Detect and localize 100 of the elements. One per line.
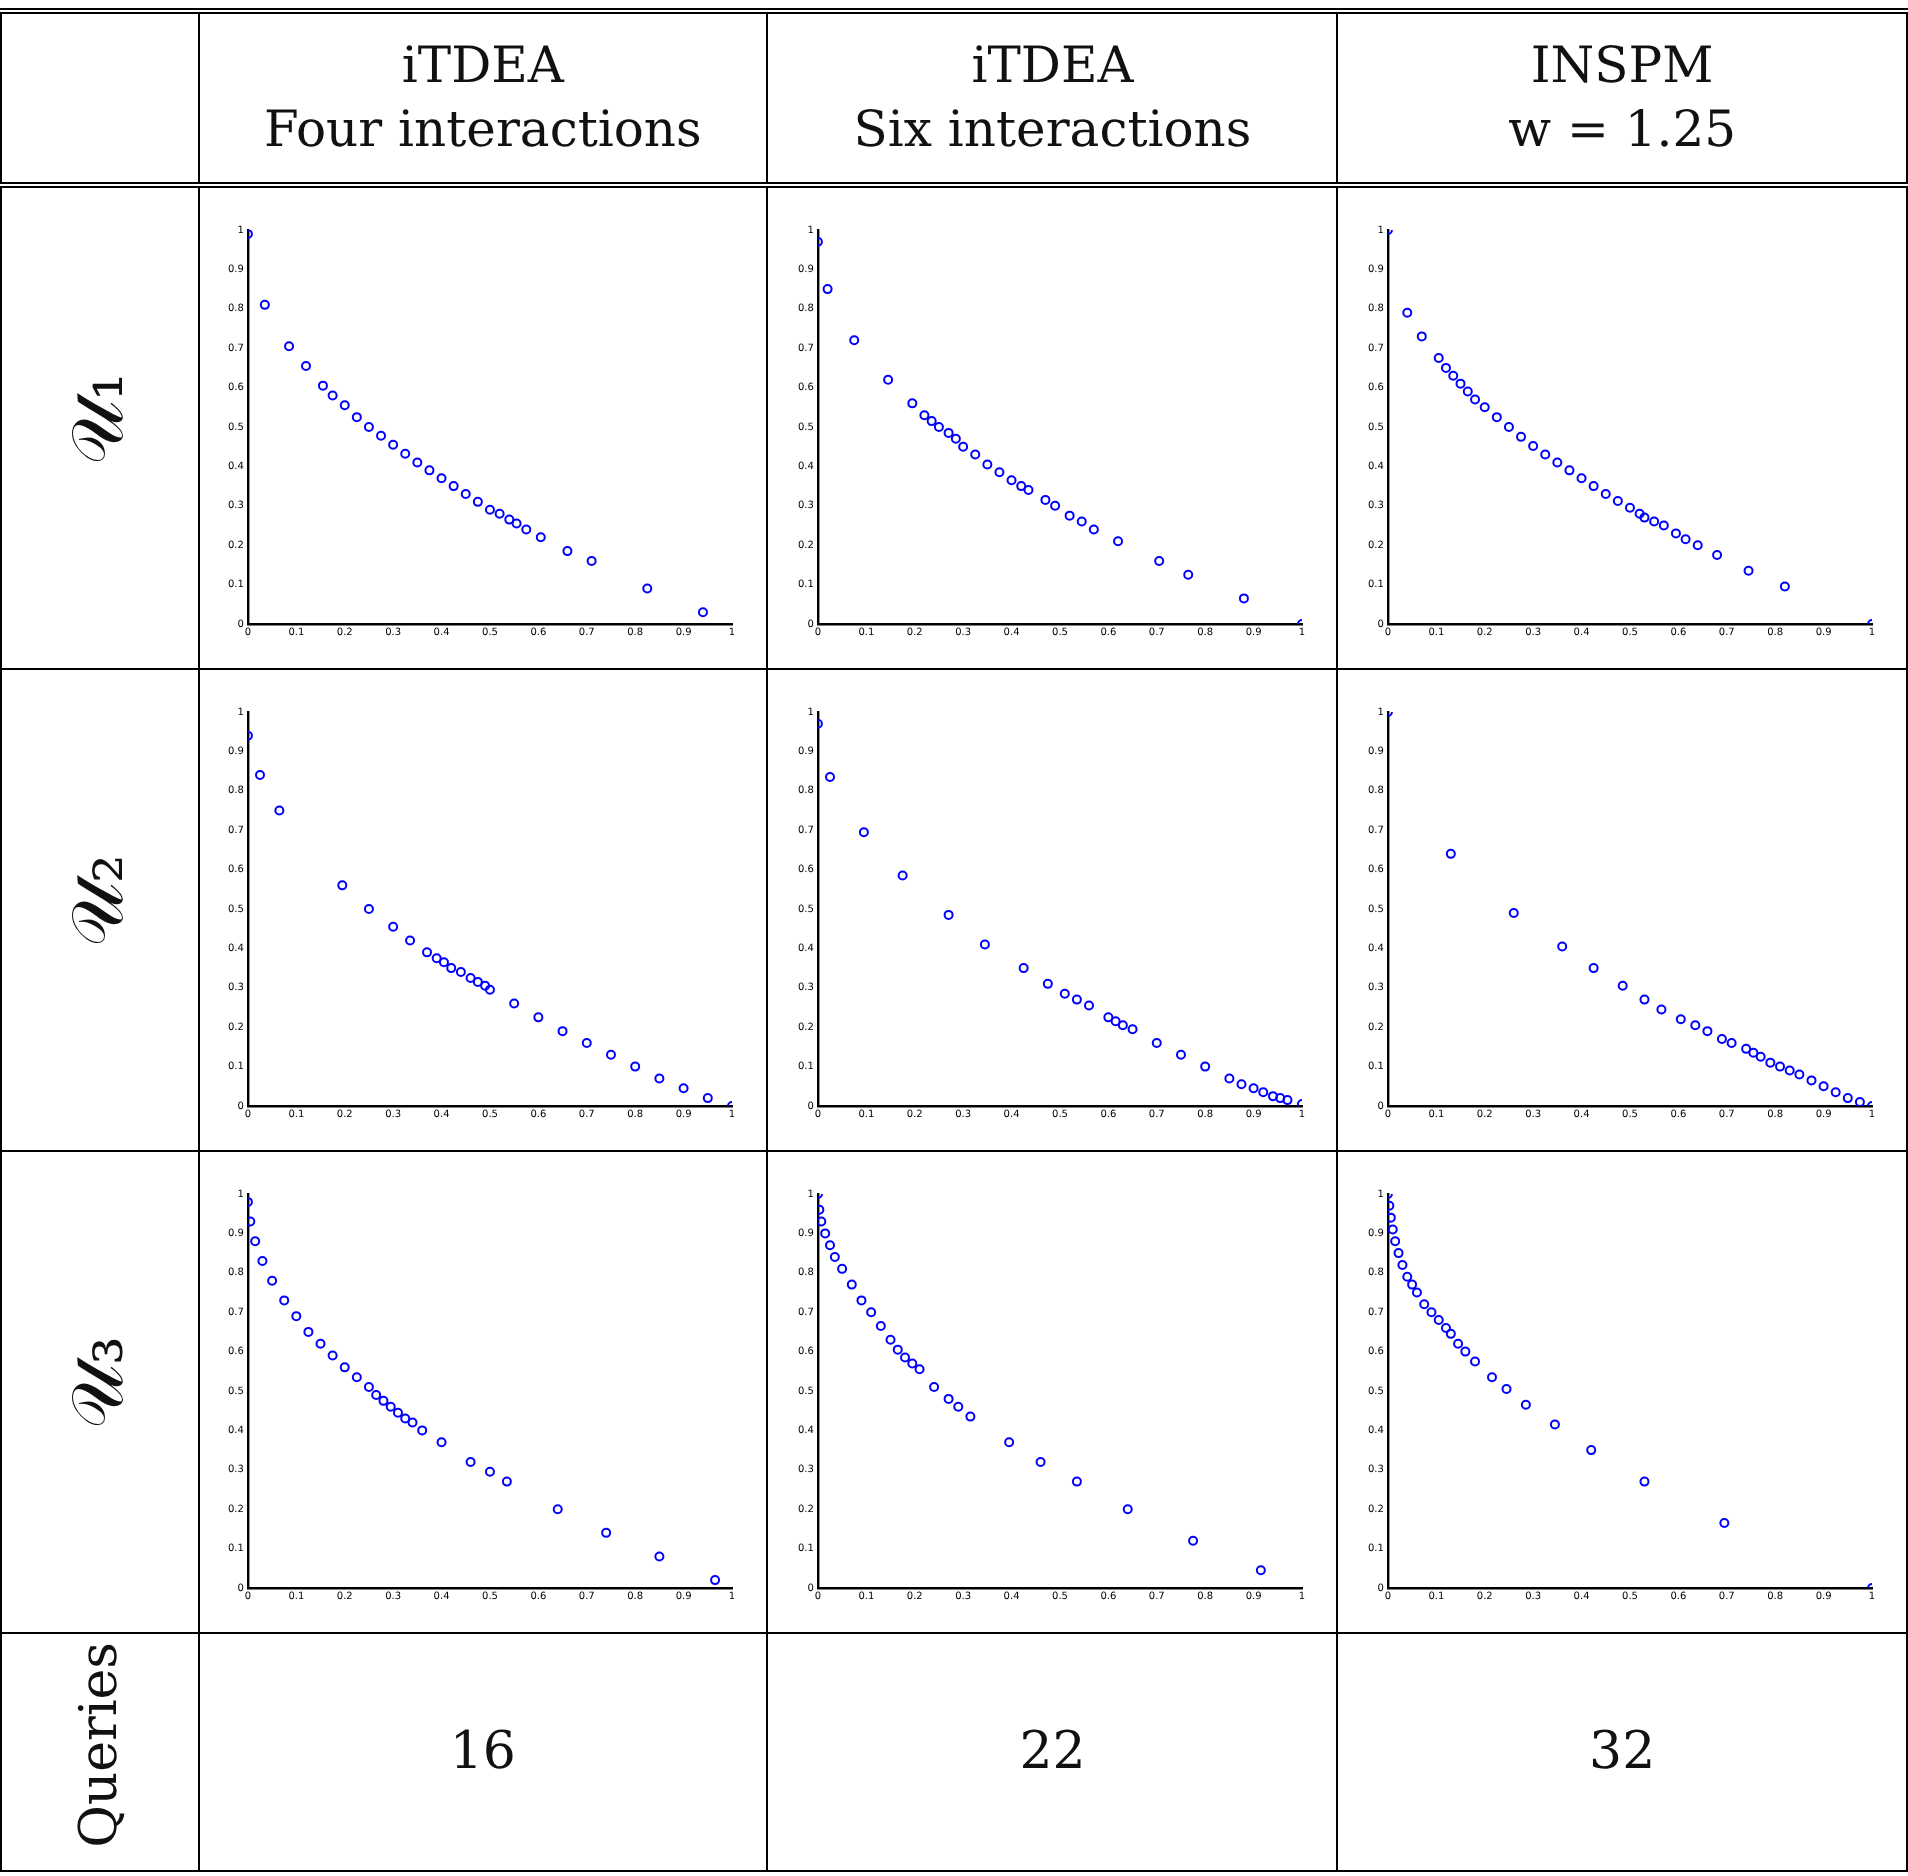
point (418, 1424, 429, 1435)
point (1613, 495, 1624, 506)
point (1470, 393, 1481, 404)
point (1649, 515, 1660, 526)
point (1780, 580, 1791, 591)
point (866, 1306, 877, 1317)
point (275, 804, 286, 815)
point (316, 1337, 327, 1348)
point (1658, 519, 1669, 530)
point (456, 966, 467, 977)
text: Queries (69, 1642, 130, 1848)
point (505, 513, 516, 524)
point (251, 1235, 262, 1246)
point (1692, 539, 1703, 550)
point (1588, 480, 1599, 491)
point (338, 879, 349, 890)
point (1072, 1475, 1083, 1486)
point (1176, 1048, 1187, 1059)
point (1007, 474, 1018, 485)
point (1050, 499, 1061, 510)
point (1426, 1306, 1437, 1317)
point (1390, 1235, 1401, 1246)
point (328, 1349, 339, 1360)
point (1224, 1072, 1235, 1083)
point (1521, 1398, 1532, 1409)
point (401, 447, 412, 458)
point (818, 1215, 827, 1226)
point (837, 1262, 848, 1273)
text: iTDEA Four interactions (198, 11, 768, 185)
point (1830, 1086, 1841, 1097)
point (364, 421, 375, 431)
text: 𝒰₁ (58, 372, 141, 466)
point (1412, 1286, 1423, 1297)
point (1540, 448, 1551, 459)
point (485, 503, 496, 514)
point (1656, 1003, 1667, 1014)
point (563, 545, 574, 556)
point (679, 1082, 690, 1093)
point (823, 283, 834, 294)
point (318, 379, 329, 390)
point (485, 983, 496, 994)
point (1550, 1418, 1561, 1429)
point (1113, 535, 1124, 546)
point (825, 771, 836, 782)
point (1741, 1042, 1752, 1053)
point (255, 769, 266, 780)
point (1019, 962, 1030, 973)
point (631, 1060, 642, 1071)
point (883, 373, 894, 384)
point (1460, 1345, 1471, 1356)
point (980, 938, 991, 949)
point (422, 946, 433, 957)
point (536, 531, 547, 542)
point (389, 920, 400, 931)
point (340, 1361, 351, 1372)
point (1275, 1092, 1286, 1103)
point (970, 448, 981, 459)
point (1111, 1015, 1122, 1026)
point (965, 1410, 976, 1421)
point (602, 1526, 613, 1537)
point (698, 606, 709, 617)
point (1388, 1223, 1398, 1234)
point (859, 826, 870, 837)
point (1183, 568, 1194, 579)
point (994, 466, 1005, 477)
point (1433, 352, 1444, 363)
point (364, 903, 375, 913)
point (408, 1416, 419, 1427)
point (1004, 1436, 1015, 1447)
point (1675, 1013, 1686, 1024)
text: 16 (198, 1633, 768, 1871)
point (1402, 306, 1413, 317)
point (643, 582, 654, 593)
point (393, 1406, 404, 1417)
point (1671, 527, 1682, 538)
point (1023, 484, 1034, 495)
point (502, 1475, 513, 1486)
point (1702, 1025, 1713, 1036)
point (1639, 511, 1650, 522)
point (1487, 1371, 1498, 1382)
point (512, 517, 523, 528)
text: INSPM w = 1.25 (1337, 11, 1907, 185)
point (1236, 1078, 1247, 1089)
point (379, 1394, 390, 1405)
point (447, 962, 458, 973)
point (898, 869, 909, 880)
point (1755, 1050, 1766, 1061)
point (927, 415, 938, 426)
point (389, 438, 400, 449)
point (1690, 1019, 1701, 1030)
text: iTDEA Six interactions (767, 11, 1338, 185)
point (1712, 549, 1723, 560)
point (907, 1357, 918, 1368)
point (893, 1343, 904, 1354)
point (1043, 977, 1054, 988)
point (1065, 509, 1076, 520)
point (1634, 507, 1645, 518)
point (655, 1072, 666, 1083)
point (951, 432, 962, 443)
point (825, 1239, 836, 1250)
